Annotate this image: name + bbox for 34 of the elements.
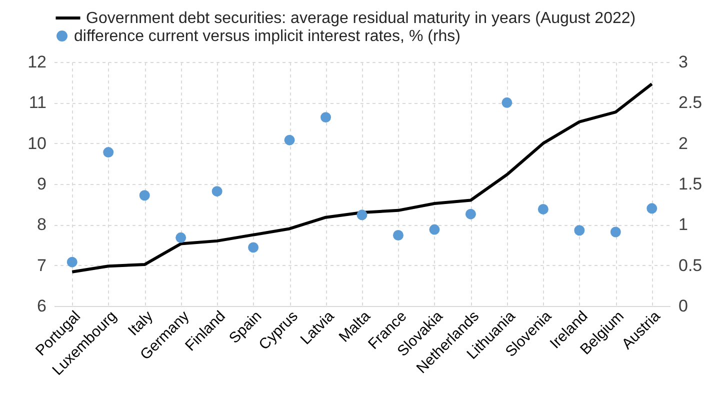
y2-tick-label: 1 — [678, 215, 688, 234]
y-tick-label: 11 — [28, 93, 46, 112]
y2-tick-label: 0.5 — [678, 256, 702, 275]
point — [320, 112, 332, 123]
y2-tick-label: 2 — [678, 134, 688, 153]
point — [248, 242, 259, 253]
y2-tick-label: 1.5 — [678, 174, 702, 194]
point — [284, 134, 295, 146]
point — [465, 208, 476, 220]
y2-tick-label: 2.5 — [678, 93, 702, 112]
point — [139, 190, 150, 201]
point — [392, 230, 404, 240]
point — [574, 225, 585, 236]
point — [646, 203, 658, 214]
point — [502, 97, 512, 108]
point — [429, 224, 440, 235]
legend-label: difference current versus implicit interest rates, % (rhs) — [74, 28, 460, 45]
y2-tick-label: 0 — [678, 296, 688, 316]
point — [176, 232, 186, 243]
point — [66, 256, 78, 268]
y-tick-label: 10 — [28, 134, 46, 153]
y2-tick-label: 3 — [678, 52, 688, 72]
point — [103, 147, 114, 158]
point — [356, 210, 368, 220]
y-tick-label: 7 — [37, 256, 46, 275]
point — [212, 186, 222, 197]
legend-label: Government debt securities: average residual maturity in years (August 2022) — [86, 10, 636, 27]
point — [610, 226, 621, 238]
y-tick-label: 12 — [28, 52, 46, 72]
line-series — [70, 82, 654, 274]
y-tick-label: 8 — [37, 215, 46, 234]
y-tick-label: 9 — [37, 174, 46, 194]
y-tick-label: 6 — [37, 296, 46, 316]
point — [538, 204, 548, 214]
